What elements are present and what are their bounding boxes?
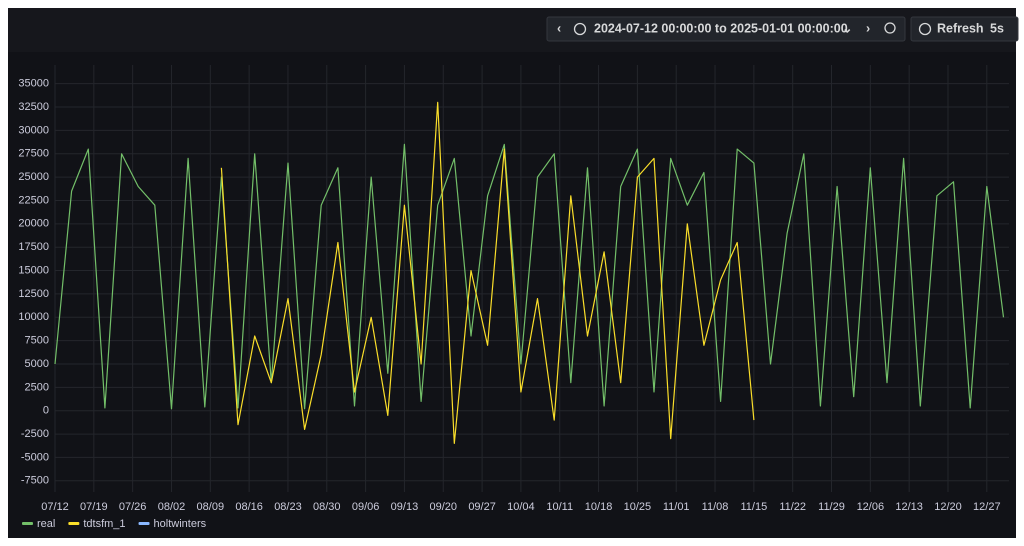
y-tick-label: 15000 <box>18 264 49 276</box>
x-tick-label: 09/20 <box>429 501 457 513</box>
y-tick-label: 12500 <box>18 288 49 300</box>
y-tick-label: 30000 <box>18 124 49 136</box>
x-tick-label: 10/18 <box>585 501 613 513</box>
x-tick-label: 08/23 <box>274 501 302 513</box>
y-tick-label: -2500 <box>21 428 49 440</box>
refresh-label[interactable]: Refresh <box>937 21 984 35</box>
x-tick-label: 08/09 <box>197 501 225 513</box>
x-tick-label: 10/25 <box>624 501 652 513</box>
dropdown-icon[interactable]: ⌄ <box>842 21 852 35</box>
x-tick-label: 12/06 <box>857 501 885 513</box>
y-tick-label: 5000 <box>25 358 49 370</box>
x-tick-label: 08/16 <box>235 501 263 513</box>
y-tick-label: 17500 <box>18 241 49 253</box>
x-tick-label: 12/13 <box>895 501 923 513</box>
x-tick-label: 09/06 <box>352 501 380 513</box>
y-tick-label: 27500 <box>18 148 49 160</box>
legend-label: holtwinters <box>154 518 207 530</box>
x-tick-label: 11/29 <box>818 501 845 513</box>
y-tick-label: -5000 <box>21 451 49 463</box>
legend-swatch <box>138 522 150 525</box>
x-tick-label: 10/11 <box>546 501 573 513</box>
series-line <box>220 101 755 444</box>
y-tick-label: 25000 <box>18 171 49 183</box>
y-tick-label: 32500 <box>18 101 49 113</box>
y-tick-label: 22500 <box>18 194 49 206</box>
y-tick-label: 0 <box>43 405 49 417</box>
x-tick-label: 12/27 <box>973 501 1001 513</box>
x-tick-label: 10/04 <box>507 501 535 513</box>
x-tick-label: 09/13 <box>391 501 419 513</box>
prev-icon[interactable]: ‹ <box>557 21 561 35</box>
y-tick-label: 2500 <box>25 381 49 393</box>
grid: -7500 -5000 -2500 0 2500 5000 7500 10000 12500 15… <box>18 65 1009 513</box>
series-line <box>54 143 1005 410</box>
x-tick-label: 11/08 <box>702 501 729 513</box>
x-tick-label: 12/20 <box>934 501 962 513</box>
x-tick-label: 11/22 <box>779 501 806 513</box>
y-tick-label: 35000 <box>18 78 49 90</box>
x-tick-label: 07/26 <box>119 501 147 513</box>
legend-label: real <box>37 518 55 530</box>
y-tick-label: 7500 <box>25 335 49 347</box>
refresh-interval[interactable]: 5s <box>990 21 1004 35</box>
y-tick-label: 10000 <box>18 311 49 323</box>
y-tick-label: 20000 <box>18 218 49 230</box>
legend-swatch <box>22 522 33 525</box>
x-tick-label: 08/02 <box>158 501 186 513</box>
panel <box>8 8 1016 538</box>
refresh-icon <box>918 22 932 36</box>
legend: real tdtsfm_1 holtwinters <box>22 518 207 530</box>
zoom-out-icon[interactable] <box>884 22 896 34</box>
x-tick-label: 08/30 <box>313 501 341 513</box>
legend-swatch <box>68 522 80 525</box>
y-tick-label: -7500 <box>21 475 49 487</box>
clock-icon <box>573 22 587 36</box>
plot <box>54 101 1005 444</box>
x-tick-label: 07/12 <box>41 501 69 513</box>
refresh-button[interactable] <box>910 16 1019 42</box>
x-tick-label: 07/19 <box>80 501 108 513</box>
legend-label: tdtsfm_1 <box>83 518 125 530</box>
time-range[interactable]: 2024-07-12 00:00:00 to 2025-01-01 00:00:… <box>594 21 848 35</box>
next-icon[interactable]: › <box>866 21 870 35</box>
x-tick-label: 11/01 <box>663 501 690 513</box>
time-picker[interactable] <box>546 16 906 42</box>
x-tick-label: 09/27 <box>468 501 496 513</box>
x-tick-label: 11/15 <box>741 501 768 513</box>
